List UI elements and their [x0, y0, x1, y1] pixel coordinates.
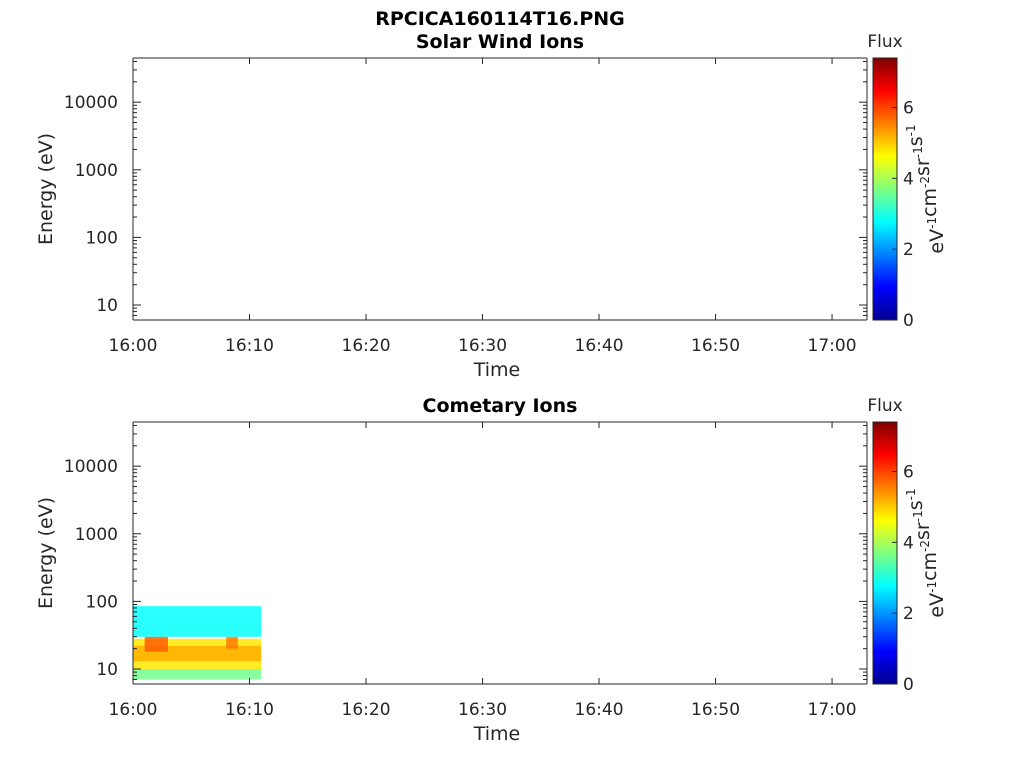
x-tick-label: 16:20: [342, 700, 391, 720]
x-tick-label: 16:40: [575, 336, 624, 356]
y-tick-label: 10: [96, 660, 118, 680]
colorbar-tick-label: 4: [903, 533, 914, 553]
colorbar-title: Flux: [867, 396, 902, 416]
y-tick-label: 10000: [64, 93, 118, 113]
colorbar-units-label: eV-1cm-2sr-1s-1: [904, 124, 948, 253]
colorbar-tick-label: 2: [903, 604, 914, 624]
x-axis-label: Time: [473, 359, 521, 381]
x-tick-label: 16:50: [691, 700, 740, 720]
x-tick-label: 16:20: [342, 336, 391, 356]
heatmap-cell: [226, 636, 238, 649]
x-tick-label: 16:40: [575, 700, 624, 720]
colorbar-units-label: eV-1cm-2sr-1s-1: [904, 488, 948, 617]
x-tick-label: 17:00: [808, 336, 857, 356]
y-axis-label: Energy (eV): [35, 497, 57, 609]
colorbar-tick-label: 6: [903, 99, 914, 119]
colorbar: [872, 57, 898, 321]
heatmap-cells: [133, 606, 262, 680]
x-tick-label: 16:50: [691, 336, 740, 356]
x-tick-label: 17:00: [808, 700, 857, 720]
x-tick-label: 16:00: [109, 700, 158, 720]
panel-2: Cometary Ions 16:00 16:10 16:20 16:30 16:40 16…: [35, 395, 948, 745]
y-tick-label: 1000: [75, 525, 118, 545]
colorbar-tick-label: 2: [903, 240, 914, 260]
panel-1: Solar Wind Ions 16:00 16:10 16:20 16:30 16:40…: [35, 31, 948, 381]
y-tick-label: 100: [86, 592, 118, 612]
panel-title: Cometary Ions: [423, 395, 578, 417]
x-tick-label: 16:10: [225, 700, 274, 720]
y-tick-label: 10: [96, 296, 118, 316]
figure-title: RPCICA160114T16.PNG: [375, 8, 625, 30]
colorbar-tick-label: 0: [903, 675, 914, 695]
colorbar-tick-label: 0: [903, 311, 914, 331]
x-tick-label: 16:30: [458, 700, 507, 720]
y-tick-label: 1000: [75, 161, 118, 181]
heatmap-cell: [133, 606, 262, 637]
panel-title: Solar Wind Ions: [416, 31, 584, 53]
colorbar-tick-label: 4: [903, 169, 914, 189]
y-axis-label: Energy (eV): [35, 133, 57, 245]
colorbar-title: Flux: [867, 32, 902, 52]
x-tick-label: 16:30: [458, 336, 507, 356]
heatmap-cell: [133, 669, 262, 680]
x-tick-label: 16:10: [225, 336, 274, 356]
heatmap-cell: [144, 636, 168, 652]
x-axis-label: Time: [473, 723, 521, 745]
x-tick-label: 16:00: [109, 336, 158, 356]
y-tick-label: 10000: [64, 457, 118, 477]
y-tick-label: 100: [86, 228, 118, 248]
colorbar: [872, 421, 898, 685]
colorbar-tick-label: 6: [903, 463, 914, 483]
